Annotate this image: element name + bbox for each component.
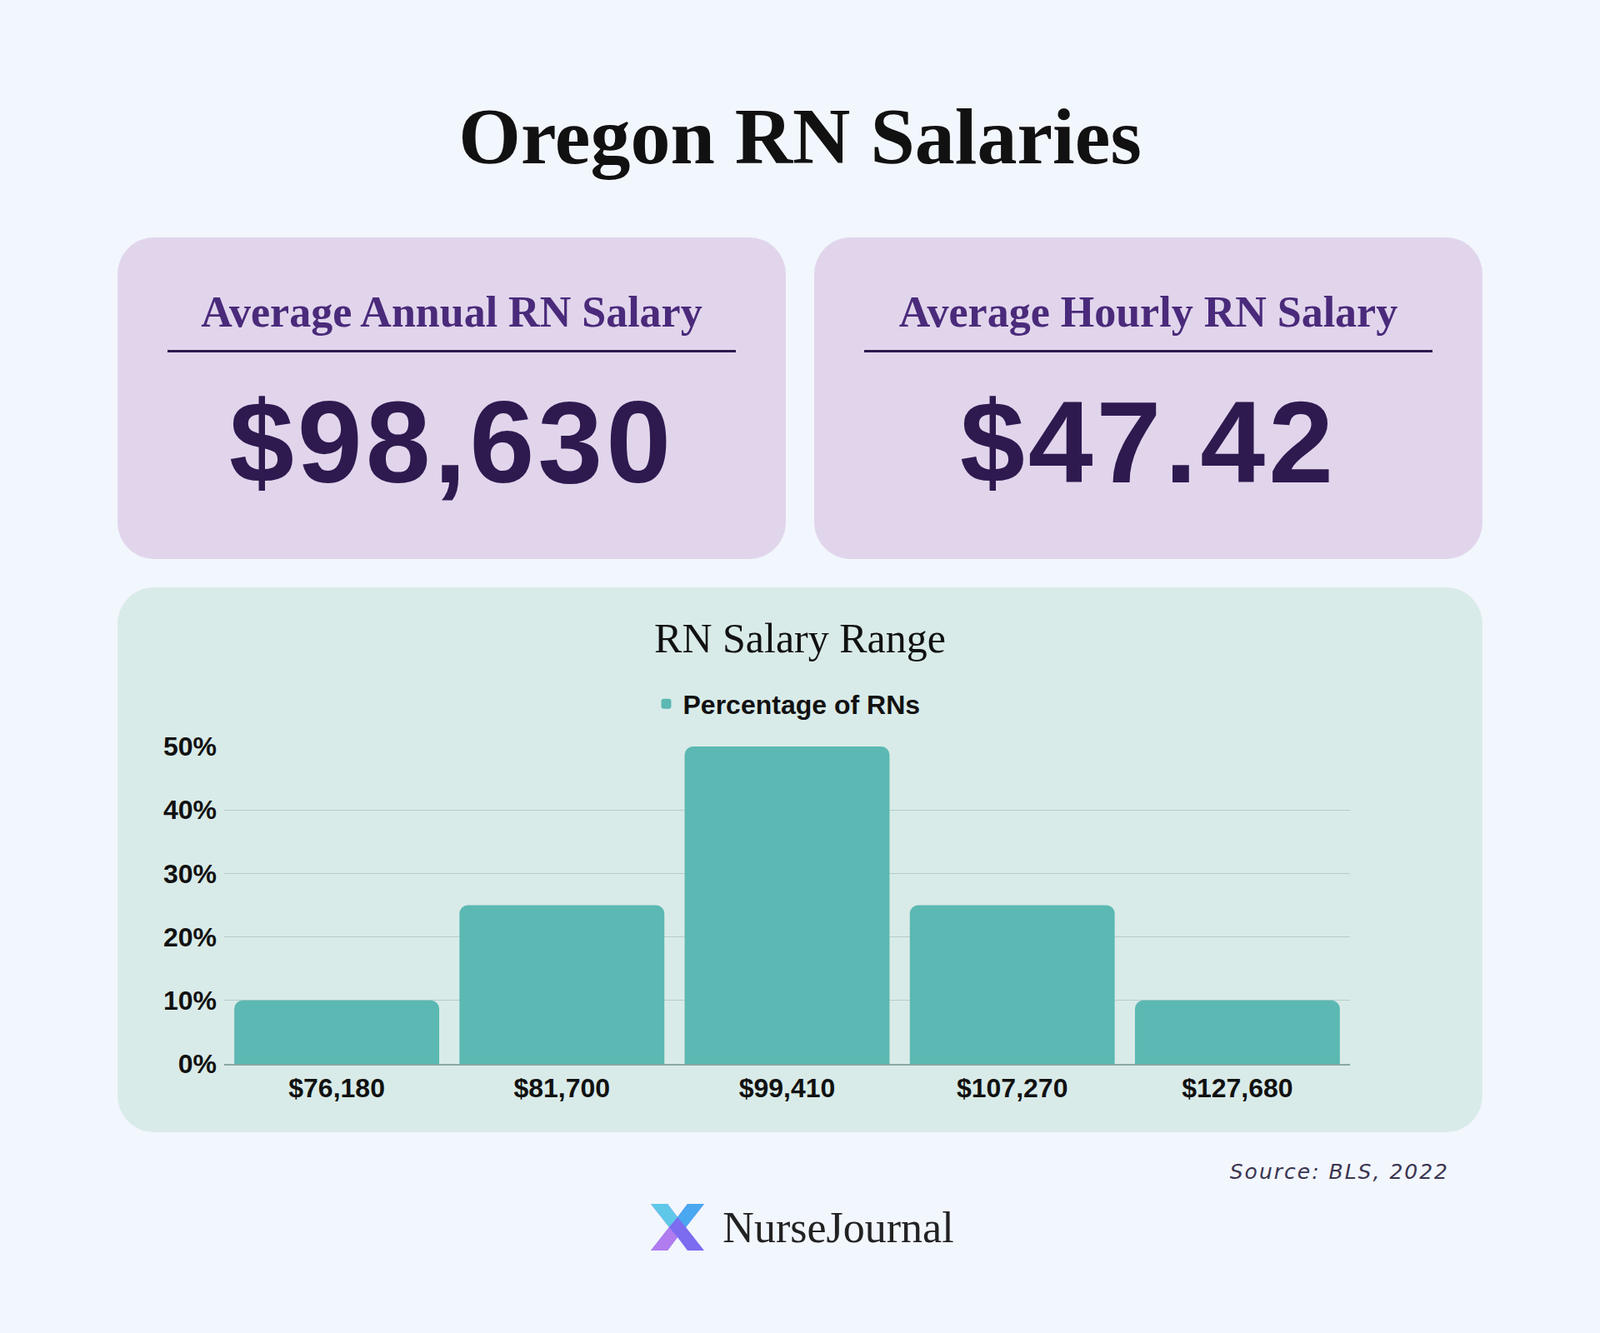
svg-text:Percentage of RNs: Percentage of RNs xyxy=(683,690,921,720)
svg-text:$81,700: $81,700 xyxy=(513,1073,610,1104)
svg-text:40%: 40% xyxy=(163,795,217,825)
html-text:Average Annual RN Salary: Average Annual RN Salary xyxy=(201,288,703,336)
html-text:NurseJournal: NurseJournal xyxy=(722,1203,954,1252)
svg-text:10%: 10% xyxy=(163,985,217,1016)
svg-text:RN Salary Range: RN Salary Range xyxy=(654,615,946,662)
svg-text:50%: 50% xyxy=(163,731,217,762)
html-text:$98,630: $98,630 xyxy=(229,376,675,508)
html-text:Source: BLS, 2022: Source: BLS, 2022 xyxy=(1229,1160,1450,1185)
svg-text:$127,680: $127,680 xyxy=(1181,1073,1293,1104)
svg-text:$99,410: $99,410 xyxy=(739,1073,836,1104)
html-text:$47.42: $47.42 xyxy=(959,376,1337,508)
svg-text:0%: 0% xyxy=(178,1049,217,1080)
html-text:Oregon RN Salaries: Oregon RN Salaries xyxy=(458,91,1142,181)
svg-text:$107,270: $107,270 xyxy=(956,1073,1068,1104)
svg-text:$76,180: $76,180 xyxy=(288,1073,385,1104)
svg-text:20%: 20% xyxy=(163,922,217,953)
svg-text:30%: 30% xyxy=(163,859,217,890)
html-text:Average Hourly RN Salary: Average Hourly RN Salary xyxy=(899,288,1398,336)
